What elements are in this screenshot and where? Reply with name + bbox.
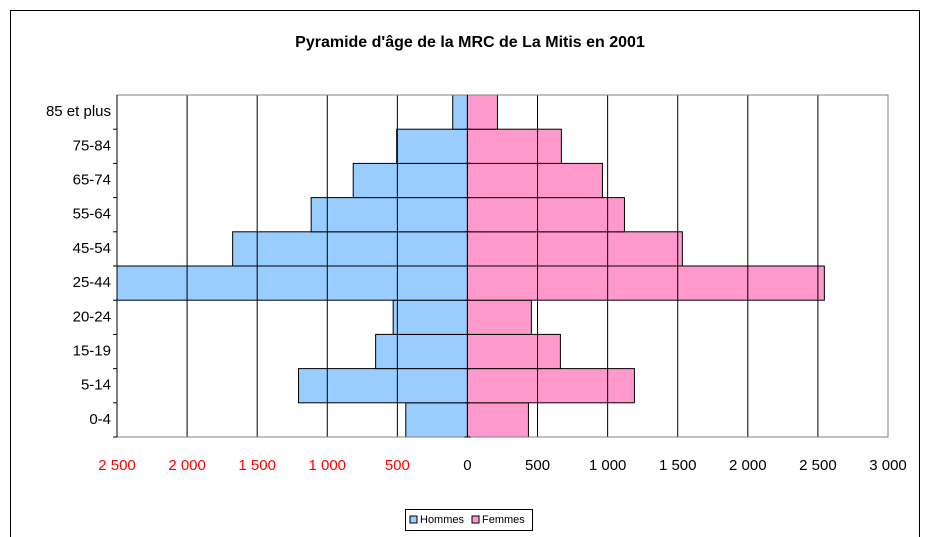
- y-tick-label: 65-74: [73, 171, 111, 188]
- y-tick-label: 85 et plus: [46, 103, 111, 120]
- bar: [466, 95, 498, 130]
- bar: [466, 197, 625, 233]
- bar: [405, 402, 468, 437]
- x-tick-label: 1 000: [589, 457, 627, 474]
- x-tick-label: 2 500: [799, 457, 837, 474]
- y-tick-label: 25-44: [73, 274, 111, 291]
- legend-swatch: [409, 515, 418, 524]
- x-tick-label: 2 000: [729, 457, 767, 474]
- plot-area: [117, 95, 825, 437]
- legend-label: Hommes: [420, 514, 465, 526]
- bar: [466, 231, 683, 267]
- y-tick-label: 0-4: [89, 411, 111, 428]
- bar: [466, 128, 562, 164]
- legend-label: Femmes: [482, 514, 525, 526]
- bar: [466, 299, 532, 335]
- legend-swatch: [471, 515, 480, 524]
- bar: [375, 333, 468, 370]
- y-tick-label: 55-64: [73, 206, 111, 223]
- bar: [392, 299, 468, 335]
- x-tick-label: 3 000: [869, 457, 907, 474]
- bar: [466, 265, 825, 301]
- x-tick-label: 1 500: [659, 457, 697, 474]
- bar: [466, 402, 529, 437]
- y-tick-label: 75-84: [73, 137, 111, 154]
- y-tick-label: 45-54: [73, 240, 111, 257]
- bar: [298, 368, 468, 404]
- bar: [232, 231, 468, 267]
- y-tick-label: 20-24: [73, 308, 111, 325]
- x-tick-label: 2 000: [168, 457, 206, 474]
- bar: [396, 128, 468, 164]
- bar: [352, 162, 468, 199]
- y-tick-label: 15-19: [73, 342, 111, 359]
- chart-title: Pyramide d'âge de la MRC de La Mitis en …: [295, 34, 645, 51]
- x-tick-label: 1 500: [238, 457, 276, 474]
- x-tick-label: 500: [525, 457, 550, 474]
- bar: [466, 368, 635, 404]
- legend-box: [405, 509, 533, 531]
- bar: [452, 95, 468, 130]
- x-tick-label: 500: [385, 457, 410, 474]
- x-tick-label: 2 500: [98, 457, 136, 474]
- y-tick-label: 5-14: [81, 377, 111, 394]
- x-tick-label: 1 000: [308, 457, 346, 474]
- x-tick-label: 0: [463, 457, 471, 474]
- bar: [466, 333, 561, 370]
- bar: [310, 197, 468, 233]
- bar: [117, 265, 468, 301]
- bar: [466, 162, 603, 199]
